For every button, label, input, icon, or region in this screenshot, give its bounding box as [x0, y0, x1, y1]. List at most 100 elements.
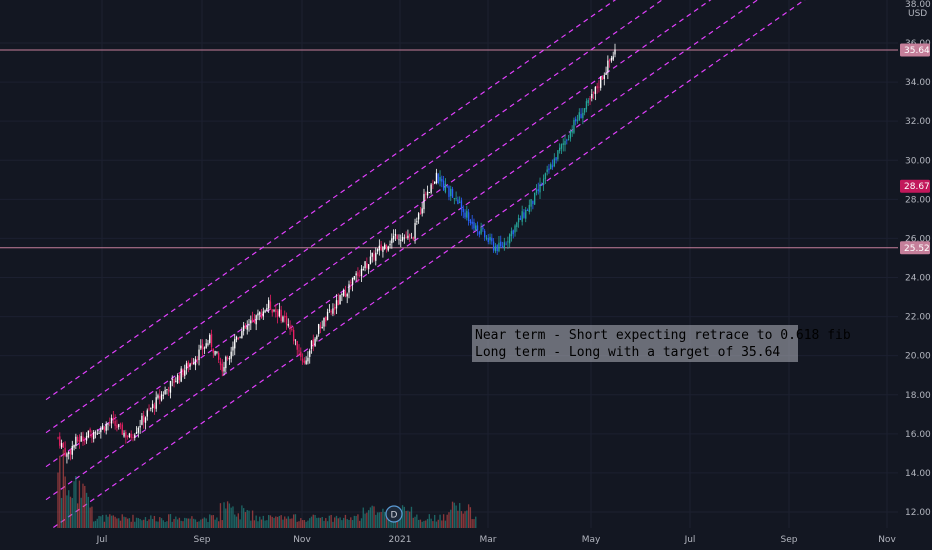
volume-bar — [312, 514, 314, 528]
volume-bar — [414, 516, 416, 528]
volume-bar — [168, 514, 170, 528]
volume-bar — [276, 516, 279, 528]
candle — [296, 340, 298, 350]
volume-bar — [321, 516, 323, 528]
volume-bar — [448, 512, 450, 528]
volume-bar — [405, 510, 407, 528]
volume-bar — [455, 505, 457, 528]
candle — [223, 367, 225, 372]
candle — [355, 273, 357, 276]
volume-bar — [196, 521, 198, 528]
candle — [560, 144, 563, 149]
candle — [375, 252, 377, 261]
candle — [430, 184, 432, 193]
volume-bar — [132, 514, 134, 528]
volume-bar — [430, 518, 432, 528]
candle — [469, 219, 472, 223]
volume-bar — [151, 518, 154, 528]
candle — [160, 394, 163, 401]
volume-bar — [176, 519, 179, 528]
volume-bar — [69, 496, 72, 528]
candle — [389, 244, 391, 246]
volume-bar — [82, 483, 84, 528]
time-tick-label: Sep — [194, 535, 211, 545]
candle — [594, 86, 597, 95]
price-tick-label: 22.00 — [905, 313, 931, 323]
candle — [526, 210, 529, 211]
volume-bar — [382, 508, 384, 528]
volume-bar — [150, 515, 152, 528]
candle — [442, 180, 445, 191]
candle — [478, 231, 480, 235]
volume-bar — [259, 516, 261, 528]
volume-bar — [291, 518, 293, 528]
dividend-marker[interactable]: D — [385, 505, 403, 523]
volume-bar — [332, 521, 334, 528]
volume-bar — [123, 516, 125, 528]
candle — [519, 218, 522, 220]
volume-bar — [355, 516, 357, 528]
candle — [143, 414, 145, 423]
price-tick-label: 38.00 — [905, 0, 931, 10]
volume-bar — [403, 506, 406, 528]
candle — [241, 330, 243, 339]
volume-bar — [232, 506, 234, 528]
price-tick-label: 30.00 — [905, 156, 931, 166]
candle — [367, 264, 370, 270]
volume-bar — [130, 521, 132, 528]
candle — [573, 119, 575, 133]
volume-bar — [128, 518, 131, 528]
dividend-marker-circle — [385, 505, 403, 523]
volume-bar — [94, 520, 97, 528]
annotation-box[interactable]: Near term - Short expecting retrace to 0… — [472, 325, 851, 362]
candle — [535, 189, 538, 193]
candle — [225, 356, 227, 369]
candle — [391, 238, 393, 244]
price-tag — [900, 43, 930, 57]
time-axis[interactable]: Jul Sep Nov 2021 Mar May Jul Sep Nov — [0, 528, 898, 550]
candle — [323, 317, 325, 327]
candle — [285, 316, 288, 325]
candle — [292, 329, 295, 342]
candle — [473, 221, 475, 229]
price-axis[interactable]: 38.0036.0034.0032.0030.0028.0026.0024.00… — [898, 0, 932, 550]
volume-bar — [84, 485, 86, 528]
candle — [419, 212, 422, 215]
candle — [360, 268, 363, 276]
price-tick-label: 26.00 — [905, 234, 931, 244]
candle — [248, 324, 250, 326]
volume-bar — [385, 510, 388, 528]
volume-bar — [121, 514, 123, 528]
volume-bar — [125, 517, 127, 528]
candle — [303, 360, 306, 364]
candle — [409, 234, 411, 237]
candle — [146, 410, 148, 417]
volume-bar — [419, 519, 422, 528]
candle — [567, 139, 570, 141]
volume-bar — [285, 518, 288, 528]
candle — [464, 212, 466, 218]
candle — [226, 357, 229, 359]
candle — [569, 130, 572, 139]
candle — [169, 380, 172, 393]
time-tick-label: Jul — [684, 535, 696, 545]
volume-bar — [101, 514, 104, 528]
candle — [491, 237, 493, 242]
volume-bar — [444, 520, 447, 528]
volume-bar — [219, 503, 222, 528]
volume-bar — [98, 515, 100, 528]
candle — [196, 359, 198, 361]
volume-bar — [241, 505, 243, 528]
candle — [126, 436, 129, 438]
candle — [141, 415, 143, 425]
volume-bar — [155, 521, 157, 528]
volume-bar — [68, 490, 70, 528]
volume-bar — [60, 497, 63, 528]
volume-bar — [425, 520, 427, 528]
volume-bar — [369, 507, 372, 528]
candle — [371, 252, 373, 257]
candle — [64, 447, 66, 456]
volume-bar — [221, 520, 223, 528]
candle — [166, 389, 168, 391]
